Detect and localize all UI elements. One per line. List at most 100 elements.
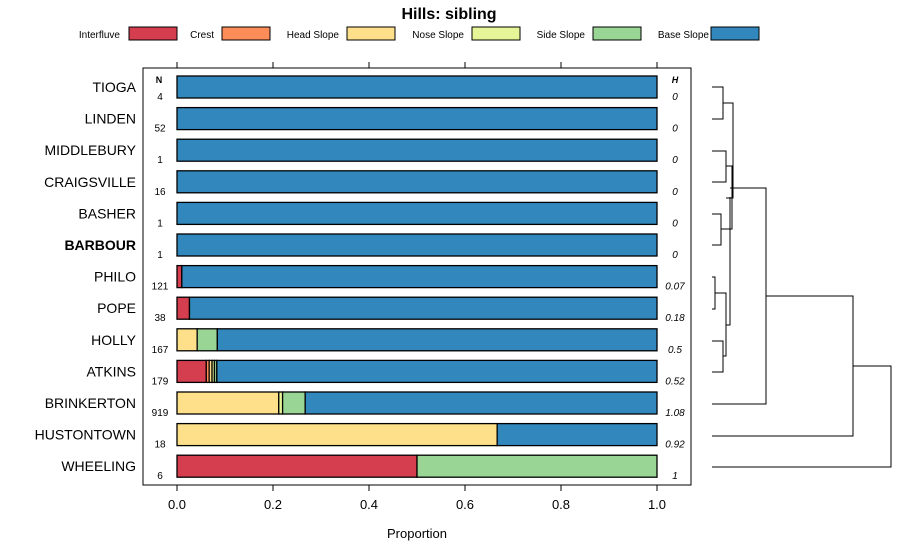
row-h-value: 0.5: [668, 345, 682, 356]
legend-label-head-slope: Head Slope: [287, 30, 340, 41]
dendrogram-branch-2: [712, 213, 722, 246]
row-h-value: 0: [672, 155, 678, 166]
row-h-value: 1: [672, 471, 678, 482]
bar-segment-interfluve: [176, 264, 183, 289]
row-h-value: 0: [672, 92, 678, 103]
bar-segment-side-slope: [416, 454, 658, 478]
legend-label-nose-slope: Nose Slope: [412, 30, 464, 41]
row-barbour: BARBOUR 1 0: [64, 233, 678, 261]
legend-swatch-head-slope: [346, 26, 396, 41]
x-tick-label-1: 0.2: [264, 497, 282, 512]
x-axis-title: Proportion: [387, 526, 447, 541]
bar-segment-head-slope: [176, 391, 280, 415]
row-linden: LINDEN 52 0: [85, 106, 678, 135]
row-label: ATKINS: [86, 363, 136, 379]
bar-rows: TIOGA 4 0 LINDEN 52 0 MIDDLEBURY 1 0 CRAIGSVILLE 1…: [35, 75, 685, 482]
row-h-value: 0: [672, 250, 678, 261]
row-n-count: 52: [154, 124, 166, 135]
row-n-count: 38: [154, 313, 166, 324]
row-n-count: 1: [157, 250, 163, 261]
dendrogram: [712, 86, 892, 468]
legend-swatch-nose-slope: [471, 26, 521, 41]
bar-segment-base-slope: [176, 201, 658, 226]
bar-segment-base-slope: [176, 233, 658, 257]
bar-segment-base-slope: [496, 422, 658, 447]
row-h-value: 0.52: [665, 376, 685, 387]
row-label: WHEELING: [61, 458, 136, 474]
dendrogram-branch-8: [726, 197, 731, 326]
row-n-count: 4: [157, 92, 163, 103]
row-h-value: 0: [672, 124, 678, 135]
row-label: BRINKERTON: [45, 395, 136, 411]
bar-segment-base-slope: [304, 391, 658, 415]
row-basher: BASHER 1 0: [78, 201, 678, 229]
row-label: POPE: [97, 300, 136, 316]
dendrogram-branch-5: [712, 276, 716, 310]
bar-segment-base-slope: [176, 106, 658, 131]
row-label: MIDDLEBURY: [44, 142, 136, 158]
legend-swatch-crest: [221, 26, 271, 41]
row-atkins: ATKINS 179 0.52: [86, 359, 685, 387]
bar-segment-base-slope: [176, 75, 658, 99]
top-axis-ticks: [176, 62, 658, 68]
legend-label-crest: Crest: [190, 30, 214, 41]
bar-segment-side-slope: [196, 328, 218, 352]
row-holly: HOLLY 167 0.5: [91, 328, 682, 356]
row-label: CRAIGSVILLE: [44, 174, 136, 190]
dendrogram-branch-0: [712, 86, 724, 120]
x-tick-label-3: 0.6: [456, 497, 474, 512]
row-label: PHILO: [94, 269, 136, 285]
row-pope: POPE 38 0.18: [97, 296, 685, 324]
bar-segment-base-slope: [181, 264, 658, 289]
legend: Interfluve Crest Head Slope Nose Slope Side …: [79, 26, 760, 41]
row-h-value: 0.18: [665, 313, 685, 324]
bar-segment-base-slope: [176, 170, 658, 194]
x-tick-label-5: 1.0: [648, 497, 666, 512]
x-axis: 0.0 0.2 0.4 0.6 0.8 1.0: [168, 485, 666, 512]
legend-label-base-slope: Base Slope: [658, 30, 710, 41]
bar-segment-interfluve: [176, 359, 207, 384]
row-tioga: TIOGA 4 0: [92, 75, 678, 103]
row-n-count: 167: [152, 345, 169, 356]
x-tick-label-4: 0.8: [552, 497, 570, 512]
row-craigsville: CRAIGSVILLE 16 0: [44, 170, 678, 198]
legend-label-side-slope: Side Slope: [537, 30, 586, 41]
row-label: TIOGA: [92, 79, 136, 95]
row-n-count: 1: [157, 155, 163, 166]
bar-segment-head-slope: [176, 328, 198, 352]
chart-title: Hills: sibling: [401, 6, 496, 23]
row-n-count: 1: [157, 218, 163, 229]
bar-segment-interfluve: [176, 454, 418, 478]
row-h-value: 0.07: [665, 282, 685, 293]
n-column-header: N: [156, 75, 163, 85]
row-label: BASHER: [78, 205, 136, 221]
dendrogram-branch-6: [712, 340, 724, 373]
row-label: LINDEN: [85, 111, 136, 127]
bar-segment-head-slope: [176, 422, 498, 447]
row-wheeling: WHEELING 6 1: [61, 454, 678, 482]
row-label: HOLLY: [91, 332, 137, 348]
row-n-count: 18: [154, 440, 166, 451]
bar-segment-base-slope: [216, 359, 658, 384]
row-n-count: 6: [157, 471, 163, 482]
legend-swatch-interfluve: [128, 26, 178, 41]
row-h-value: 1.08: [665, 408, 685, 419]
row-n-count: 919: [152, 408, 169, 419]
dendrogram-branch-7: [715, 292, 727, 357]
x-tick-label-0: 0.0: [168, 497, 186, 512]
x-tick-label-2: 0.4: [360, 497, 378, 512]
bar-segment-base-slope: [216, 328, 658, 352]
row-h-value: 0: [672, 187, 678, 198]
bar-segment-side-slope: [281, 391, 306, 415]
dendrogram-branch-1: [712, 150, 727, 183]
row-n-count: 179: [152, 376, 169, 387]
dendrogram-branch-10: [712, 295, 854, 437]
bar-segment-interfluve: [176, 296, 191, 320]
legend-label-interfluve: Interfluve: [79, 30, 121, 41]
plot-frame: [142, 67, 692, 486]
row-n-count: 121: [152, 282, 169, 293]
dendrogram-branch-11: [712, 365, 892, 468]
row-label: HUSTONTOWN: [35, 427, 136, 443]
